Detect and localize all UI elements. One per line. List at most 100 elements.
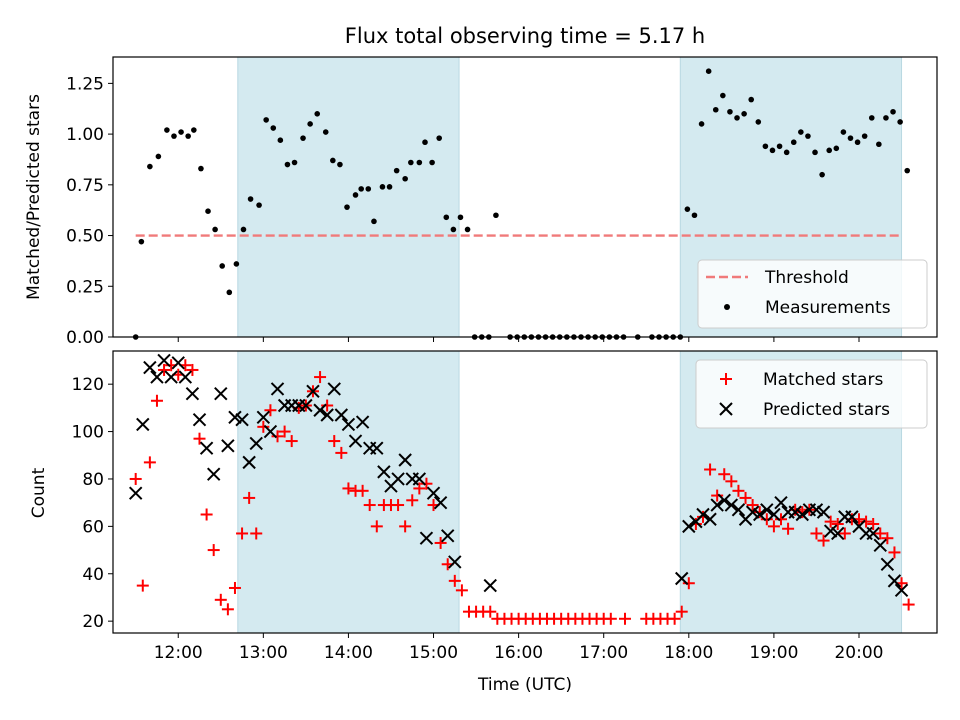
legend-predicted-label: Predicted stars	[763, 400, 890, 420]
matched-star-point	[824, 515, 837, 528]
matched-star-point	[704, 463, 717, 476]
matched-star-point	[285, 435, 298, 448]
matched-star-point	[604, 612, 617, 625]
y-tick-label: 0.00	[66, 328, 104, 348]
measurement-point	[344, 204, 350, 210]
measurement-point	[226, 289, 233, 296]
measurement-point	[371, 218, 377, 225]
measurement-point	[684, 206, 691, 212]
predicted-star-point	[710, 498, 724, 512]
predicted-star-point	[178, 370, 193, 384]
legend-measurements-swatch	[724, 304, 730, 310]
matched-star-point	[158, 363, 171, 376]
predicted-star-point	[440, 529, 455, 543]
x-tick-label: 13:00	[239, 643, 288, 663]
matched-star-point	[774, 513, 787, 526]
predicted-star-point	[809, 503, 824, 517]
predicted-star-point	[448, 555, 462, 569]
matched-star-point	[264, 404, 277, 417]
measurement-point	[256, 202, 262, 208]
predicted-star-point	[774, 495, 788, 510]
measurement-point	[138, 238, 145, 245]
measurement-point	[416, 159, 423, 166]
x-tick-label: 16:00	[494, 643, 543, 663]
measurement-point	[691, 212, 698, 219]
measurement-point	[790, 139, 797, 146]
predicted-star-point	[221, 439, 235, 453]
y-axis-label-count: Count	[29, 467, 49, 518]
predicted-star-point	[370, 441, 384, 455]
predicted-star-point	[306, 384, 320, 398]
measurement-point	[205, 208, 211, 215]
measurement-point	[840, 129, 847, 135]
predicted-star-point	[398, 453, 412, 467]
matched-star-point	[484, 605, 497, 618]
y-tick-label: 20	[82, 612, 104, 632]
matched-star-point	[392, 499, 405, 512]
predicted-star-point	[433, 495, 448, 510]
measurement-point	[826, 147, 833, 154]
matched-star-point	[136, 579, 149, 592]
predicted-star-point	[242, 455, 256, 470]
predicted-star-point	[128, 486, 143, 500]
matched-star-point	[129, 472, 142, 485]
measurement-point	[443, 214, 450, 221]
y-tick-label: 100	[72, 423, 104, 443]
predicted-star-point	[391, 472, 405, 486]
measurement-point	[769, 147, 776, 154]
measurement-point	[212, 226, 218, 233]
measurement-point	[322, 129, 329, 135]
measurement-point	[240, 226, 247, 233]
measurement-point	[330, 157, 336, 164]
matched-star-point	[725, 475, 738, 488]
measurement-point	[883, 115, 889, 121]
measurement-point	[450, 226, 457, 233]
predicted-star-points	[128, 353, 909, 598]
predicted-star-point	[249, 436, 263, 451]
legend-matched-swatch	[720, 373, 732, 385]
predicted-star-point	[745, 505, 760, 519]
x-tick-label: 19:00	[749, 643, 798, 663]
matched-star-point	[838, 527, 851, 540]
predicted-star-point	[299, 398, 313, 413]
matched-star-point	[618, 612, 631, 625]
predicted-star-point	[731, 503, 746, 517]
predicted-star-point	[724, 498, 739, 512]
measurement-point	[748, 96, 755, 103]
matched-star-point	[682, 577, 695, 590]
matched-star-point	[413, 482, 426, 495]
matched-star-point	[675, 605, 688, 618]
predicted-star-point	[887, 574, 902, 588]
axes-frame: 0.00 0.25 0.50 0.75 1.00 1.25	[66, 56, 938, 348]
matched-star-point	[881, 532, 894, 545]
matched-star-point	[328, 435, 341, 448]
measurement-point	[812, 149, 818, 156]
y-axis-label-ratio: Matched/Predicted stars	[24, 94, 44, 300]
matched-star-point	[767, 520, 780, 533]
predicted-star-point	[199, 441, 214, 455]
measurement-point	[712, 106, 719, 113]
measurement-point	[393, 167, 400, 174]
predicted-star-point	[412, 472, 427, 486]
y-tick-label: 80	[82, 470, 104, 490]
predicted-star-point	[143, 360, 157, 375]
predicted-star-point	[270, 382, 285, 396]
measurement-point	[277, 137, 284, 143]
legend-measurements-label: Measurements	[765, 298, 891, 318]
matched-star-point	[257, 420, 270, 433]
y-tick-label: 120	[72, 375, 104, 395]
measurement-point	[358, 186, 364, 192]
measurement-point	[734, 115, 740, 121]
predicted-star-point	[880, 557, 895, 571]
measurement-point	[247, 196, 254, 202]
measurement-point	[890, 108, 896, 115]
predicted-star-point	[823, 524, 838, 538]
predicted-star-point	[164, 370, 178, 384]
predicted-star-point	[136, 417, 150, 432]
measurement-point	[219, 263, 226, 269]
matched-star-point	[434, 536, 447, 549]
matched-star-point	[817, 534, 830, 547]
predicted-star-point	[873, 538, 887, 553]
matched-star-point	[420, 477, 433, 490]
